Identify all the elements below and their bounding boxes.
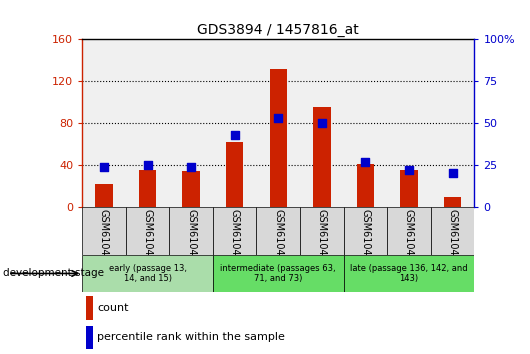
- Title: GDS3894 / 1457816_at: GDS3894 / 1457816_at: [197, 23, 359, 36]
- Point: [405, 167, 413, 173]
- Text: GSM610471: GSM610471: [143, 209, 153, 268]
- Point: [187, 164, 196, 170]
- Text: GSM610470: GSM610470: [99, 209, 109, 268]
- Text: GSM610476: GSM610476: [360, 209, 370, 268]
- Point: [100, 164, 108, 170]
- Bar: [213, 207, 257, 255]
- Bar: [95, 184, 113, 207]
- Bar: [182, 171, 200, 207]
- Bar: [139, 170, 156, 207]
- Bar: [300, 207, 343, 255]
- Bar: [169, 207, 213, 255]
- Point: [448, 171, 457, 176]
- Text: development stage: development stage: [3, 268, 104, 279]
- Point: [317, 120, 326, 126]
- Text: GSM610474: GSM610474: [273, 209, 283, 268]
- Point: [143, 162, 152, 168]
- Text: GSM610477: GSM610477: [404, 209, 414, 268]
- Text: count: count: [97, 303, 129, 313]
- Bar: [82, 207, 126, 255]
- Bar: [86, 326, 93, 349]
- Text: early (passage 13,
14, and 15): early (passage 13, 14, and 15): [109, 264, 187, 283]
- Text: percentile rank within the sample: percentile rank within the sample: [97, 332, 285, 342]
- Text: GSM610472: GSM610472: [186, 209, 196, 268]
- Bar: [86, 296, 93, 320]
- Bar: [313, 107, 331, 207]
- Bar: [82, 255, 213, 292]
- Bar: [226, 142, 243, 207]
- Bar: [387, 207, 431, 255]
- Text: late (passage 136, 142, and
143): late (passage 136, 142, and 143): [350, 264, 468, 283]
- Bar: [357, 164, 374, 207]
- Text: intermediate (passages 63,
71, and 73): intermediate (passages 63, 71, and 73): [220, 264, 336, 283]
- Point: [231, 132, 239, 138]
- Bar: [400, 170, 418, 207]
- Bar: [343, 255, 474, 292]
- Point: [274, 115, 282, 121]
- Bar: [431, 207, 474, 255]
- Bar: [444, 196, 461, 207]
- Bar: [257, 207, 300, 255]
- Text: GSM610478: GSM610478: [447, 209, 457, 268]
- Bar: [270, 69, 287, 207]
- Text: GSM610473: GSM610473: [229, 209, 240, 268]
- Point: [361, 159, 369, 165]
- Bar: [126, 207, 169, 255]
- Bar: [213, 255, 343, 292]
- Text: GSM610475: GSM610475: [317, 209, 327, 268]
- Bar: [343, 207, 387, 255]
